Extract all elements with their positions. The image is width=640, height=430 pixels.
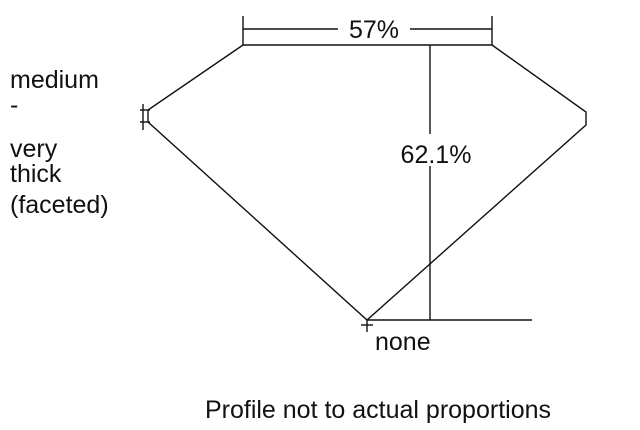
girdle-label: medium - very thick (faceted) — [10, 66, 109, 219]
table-percentage-label: 57% — [349, 16, 399, 44]
gem-outline — [147, 44, 587, 321]
girdle-label-line: very — [10, 135, 58, 163]
culet-label: none — [375, 328, 431, 356]
diagram-caption: Profile not to actual proportions — [205, 396, 551, 424]
girdle-label-line: - — [10, 91, 18, 119]
depth-percentage-label: 62.1% — [401, 141, 472, 169]
girdle-label-line: medium — [10, 66, 99, 94]
girdle-label-line: thick — [10, 160, 62, 188]
girdle-label-line: (faceted) — [10, 191, 109, 219]
